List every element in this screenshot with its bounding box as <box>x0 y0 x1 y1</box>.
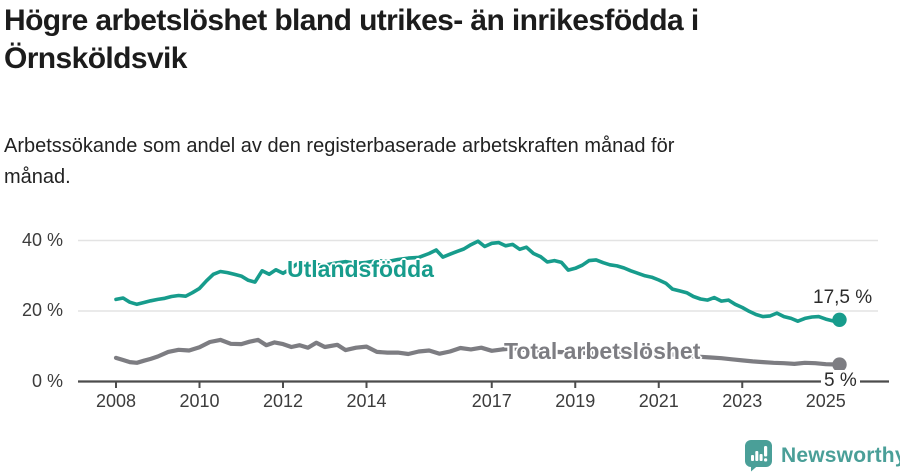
x-tick-label: 2014 <box>346 391 387 411</box>
series-label-utlandsfodda: Utlandsfödda <box>287 256 434 282</box>
y-tick-label: 0 % <box>31 370 63 391</box>
chart-title: Högre arbetslöshet bland utrikes- än inr… <box>4 4 699 75</box>
y-tick-label: 20 % <box>21 300 63 320</box>
x-tick-label: 2010 <box>179 391 220 411</box>
series-label-total-arbetsloshet: Total arbetslöshet <box>504 338 701 364</box>
x-tick-label: 2023 <box>722 391 763 411</box>
x-tick-label: 2012 <box>262 391 304 411</box>
x-tick-label: 2017 <box>471 391 512 411</box>
x-tick-label: 2025 <box>805 391 846 411</box>
end-value-label-utlandsfodda: 17,5 % <box>813 287 873 308</box>
x-tick-label: 2019 <box>555 391 596 411</box>
newsworthy-brand-text: Newsworthy <box>781 443 900 467</box>
newsworthy-brand-link[interactable]: Newsworthy <box>744 439 900 472</box>
newsworthy-logo-icon <box>745 440 772 472</box>
x-tick-label: 2008 <box>95 391 137 411</box>
x-tick-label: 2021 <box>638 391 679 411</box>
chart-subtitle: Arbetssökande som andel av den registerb… <box>4 135 675 188</box>
end-value-label-total: 5 % <box>821 370 860 392</box>
y-tick-label: 40 % <box>21 229 63 250</box>
